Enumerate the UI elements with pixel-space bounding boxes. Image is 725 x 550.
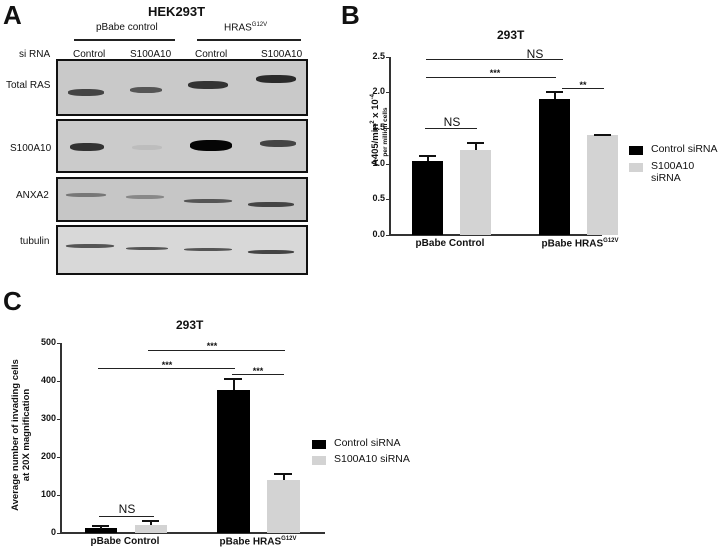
legend-b-swatch-s100a10 (629, 163, 643, 172)
lane-label-3: Control (195, 49, 228, 60)
blot-label-s100a10: S100A10 (10, 143, 52, 154)
panel-b-tick: 1.5 (372, 122, 385, 132)
sig-line-b-star3 (426, 77, 556, 78)
panel-c-y-axis (60, 343, 62, 534)
blot-tubulin (56, 225, 308, 275)
sig-line-c-mid (98, 368, 235, 369)
panel-b-tick: 1.0 (372, 158, 385, 168)
panel-b-xlabel-1: pBabe Control (415, 238, 485, 249)
legend-c-s100a10: S100A10 siRNA (334, 453, 410, 465)
panel-c-tick: 100 (40, 489, 56, 499)
sig-c-mid: *** (161, 360, 173, 370)
panel-c-letter: C (3, 286, 22, 316)
panel-b-tick: 0.5 (372, 193, 385, 203)
panel-b-y-axis (389, 57, 391, 236)
blot-anxa2 (56, 177, 308, 222)
sig-b-star3: *** (489, 68, 501, 78)
lane-label-2: S100A10 (130, 49, 172, 60)
legend-c-swatch-s100a10 (312, 456, 326, 465)
panel-b-x-axis (389, 234, 602, 236)
sig-line-c-ns (99, 516, 154, 517)
sig-c-right: *** (252, 366, 264, 376)
blot-s100a10 (56, 119, 308, 173)
sig-line-c-top (148, 350, 285, 351)
blot-label-total-ras: Total RAS (6, 80, 51, 91)
bar-b-pbabe-s100a10 (460, 150, 491, 235)
bar-b-pbabe-control (412, 161, 443, 235)
sirna-label: si RNA (19, 49, 51, 60)
bar-c-hras-s100a10 (267, 480, 300, 533)
blot-label-anxa2: ANXA2 (16, 190, 49, 201)
legend-b-control: Control siRNA (651, 143, 718, 155)
legend-c-control: Control siRNA (334, 437, 401, 449)
legend-b-s100a10: S100A10 siRNA (651, 160, 695, 184)
panel-b-letter: B (341, 0, 360, 30)
sig-c-ns: NS (118, 502, 136, 516)
panel-c-ylabel: Average number of invading cells at 20X … (10, 359, 32, 511)
lane-label-1: Control (73, 49, 106, 60)
panel-b-tick: 0.0 (372, 229, 385, 239)
sig-line-b-star2 (562, 88, 604, 89)
panel-c-xlabel-2: pBabe HRASG12V (219, 536, 297, 548)
sig-line-c-right (232, 374, 284, 375)
group-label-pbabe: pBabe control (96, 22, 158, 33)
panel-c-tick: 200 (40, 451, 56, 461)
sig-c-top: *** (206, 341, 218, 351)
panel-b-xlabel-2: pBabe HRASG12V (541, 238, 619, 250)
group-label-hras: HRASG12V (224, 22, 268, 34)
blot-total-ras (56, 59, 308, 116)
bar-b-hras-s100a10 (587, 135, 618, 235)
sig-b-top-ns: NS (526, 47, 544, 61)
group-line-hras (197, 39, 301, 41)
panel-c-xlabel-1: pBabe Control (90, 536, 160, 547)
bar-c-pbabe-control (85, 528, 117, 533)
legend-c-swatch-control (312, 440, 326, 449)
bar-c-pbabe-s100a10 (135, 525, 167, 533)
sig-line-b-top (426, 59, 563, 60)
panel-c-x-axis (60, 532, 325, 534)
group-line-pbabe (74, 39, 175, 41)
bar-b-hras-control (539, 99, 570, 235)
blot-label-tubulin: tubulin (20, 236, 50, 247)
panel-c-tick: 0 (50, 527, 56, 537)
sig-b-star2: ** (579, 80, 587, 90)
sig-line-b-ns (425, 128, 477, 129)
panel-b-tick: 2.0 (372, 86, 385, 96)
panel-c-tick: 300 (40, 413, 56, 423)
legend-b-swatch-control (629, 146, 643, 155)
bar-c-hras-control (217, 390, 250, 533)
panel-a-letter: A (3, 0, 22, 30)
lane-label-4: S100A10 (261, 49, 303, 60)
panel-c-title: 293T (176, 318, 204, 332)
panel-c-tick: 400 (40, 375, 56, 385)
panel-b-title: 293T (497, 28, 525, 42)
panel-a-title: HEK293T (148, 4, 206, 19)
sig-b-ns: NS (443, 115, 461, 129)
panel-c-tick: 500 (40, 337, 56, 347)
panel-b-tick: 2.5 (372, 51, 385, 61)
